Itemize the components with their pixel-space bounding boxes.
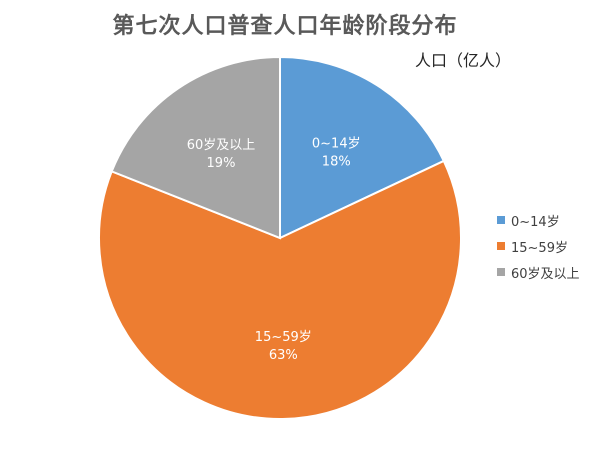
slice-value-label-60-plus: 19% xyxy=(207,156,236,171)
pie-slice-60-plus xyxy=(110,55,281,240)
legend-item-0-14: 0~14岁 xyxy=(497,207,580,233)
slice-category-label-60-plus: 60岁及以上 xyxy=(187,138,256,153)
unit-label: 人口（亿人） xyxy=(415,51,512,70)
legend-item-60-plus: 60岁及以上 xyxy=(497,259,580,285)
legend-label-15-59: 15~59岁 xyxy=(511,240,568,256)
legend-swatch-15-59 xyxy=(497,242,505,250)
legend-item-15-59: 15~59岁 xyxy=(497,233,580,259)
legend-swatch-0-14 xyxy=(497,216,505,224)
slice-value-label-15-59: 63% xyxy=(269,348,298,363)
slice-value-label-0-14: 18% xyxy=(322,154,351,169)
chart-legend: 0~14岁 15~59岁 60岁及以上 xyxy=(497,207,580,285)
legend-swatch-60-plus xyxy=(497,268,505,276)
legend-label-0-14: 0~14岁 xyxy=(511,214,560,230)
chart-title: 第七次人口普查人口年龄阶段分布 xyxy=(112,14,458,39)
legend-label-60-plus: 60岁及以上 xyxy=(511,266,580,282)
pie-slice-15-59 xyxy=(98,159,462,420)
pie-slice-0-14 xyxy=(279,55,446,240)
slice-category-label-0-14: 0~14岁 xyxy=(312,136,361,151)
slice-category-label-15-59: 15~59岁 xyxy=(255,330,312,345)
